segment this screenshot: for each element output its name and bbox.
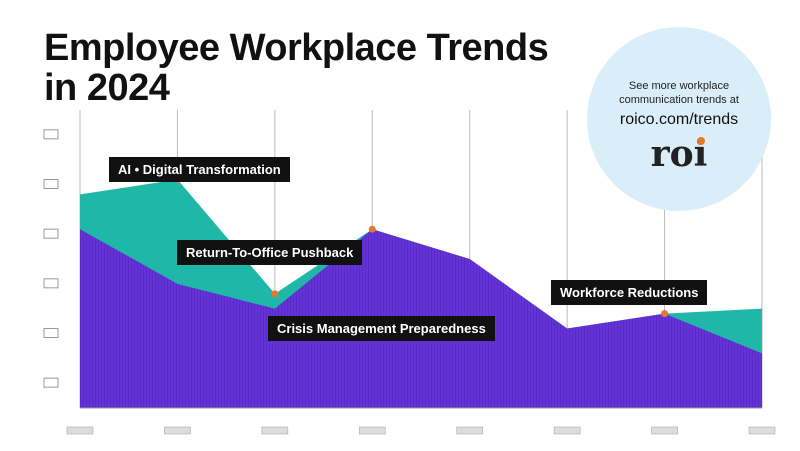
x-tick-mark-6 <box>651 426 678 435</box>
x-tick-mark-4 <box>456 426 484 435</box>
promo-text-line-1: See more workplace <box>628 80 730 92</box>
callout-ai-digital-transformation: AI • Digital Transformation <box>109 157 290 182</box>
data-marker-2 <box>368 225 376 233</box>
x-tick-mark-7 <box>748 426 776 435</box>
title-line-2: in 2024 <box>44 67 170 109</box>
data-marker-3 <box>661 310 669 318</box>
y-tick-mark-0 <box>43 377 59 388</box>
x-tick-mark-1 <box>164 426 191 435</box>
data-marker-1 <box>271 290 279 298</box>
logo-dot-icon <box>697 137 706 145</box>
y-tick-mark-4 <box>43 179 59 189</box>
y-tick-mark-5 <box>43 129 59 140</box>
roi-logo: roi <box>651 133 708 175</box>
callout-crisis-management: Crisis Management Preparedness <box>268 316 495 341</box>
promo-link[interactable]: roico.com/trends <box>619 111 739 128</box>
callout-return-to-office: Return-To-Office Pushback <box>177 240 363 265</box>
x-tick-mark-3 <box>358 426 386 435</box>
promo-text-line-2: communication trends at <box>619 94 739 106</box>
y-tick-mark-1 <box>43 328 59 338</box>
chart-title: Employee Workplace Trends in 2024 <box>44 27 549 109</box>
x-tick-mark-0 <box>66 426 94 435</box>
promo-circle: See more workplace communication trends … <box>587 27 771 211</box>
title-line-1: Employee Workplace Trends <box>44 27 549 69</box>
y-tick-mark-3 <box>43 228 59 239</box>
callout-workforce-reductions: Workforce Reductions <box>551 280 708 305</box>
x-tick-mark-5 <box>553 426 581 435</box>
y-tick-mark-2 <box>43 278 59 289</box>
x-tick-mark-2 <box>261 426 289 435</box>
